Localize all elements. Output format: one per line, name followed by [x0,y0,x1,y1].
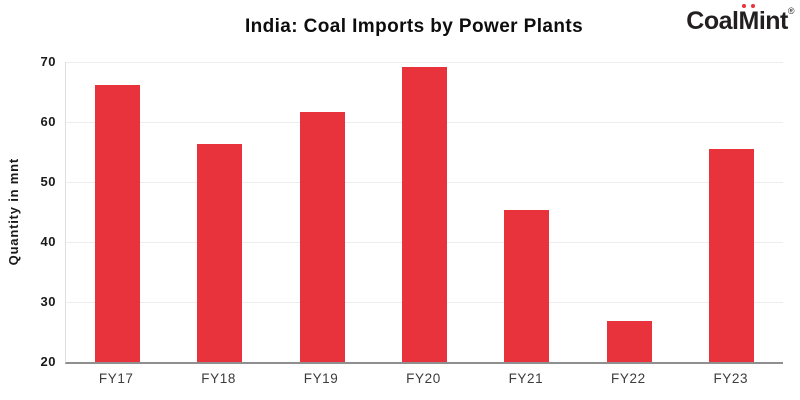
chart-title: India: Coal Imports by Power Plants [244,16,584,37]
y-tick-label: 20 [40,354,56,369]
logo-text-int: int [758,7,789,35]
y-axis-tick-labels: 20 30 40 50 60 70 [0,54,56,369]
y-tick-label: 50 [40,174,56,189]
x-tick-label: FY19 [303,371,339,386]
bar-fy22 [606,321,652,362]
y-tick-label: 70 [40,54,56,69]
registered-trademark-icon: ® [787,6,795,16]
grid-line [66,62,783,63]
bar-fy19 [299,111,345,362]
bar-fy20 [402,66,447,362]
logo-red-dot-icon [751,4,756,8]
y-tick-label: 40 [40,234,56,249]
x-tick-label: FY23 [713,371,749,386]
logo-letter-m: M [738,4,759,36]
logo-text-coal: Coal [686,7,739,35]
bar-fy18 [197,143,243,362]
logo-red-dot-icon [742,4,747,8]
x-tick-label: FY21 [508,371,544,386]
x-tick-label: FY22 [611,371,646,386]
plot-area [65,62,783,364]
y-tick-label: 60 [40,114,56,129]
bar-fy21 [504,209,550,362]
x-tick-label: FY18 [201,371,236,386]
coalmint-logo: CoalM int® [686,4,795,36]
bar-fy23 [709,149,755,362]
x-axis-tick-labels: FY17 FY18 FY19 FY20 FY21 FY22 FY23 [65,371,782,393]
x-tick-label: FY20 [406,371,441,386]
y-tick-label: 30 [40,294,56,309]
x-tick-label: FY17 [98,371,134,386]
bar-fy17 [94,85,140,362]
